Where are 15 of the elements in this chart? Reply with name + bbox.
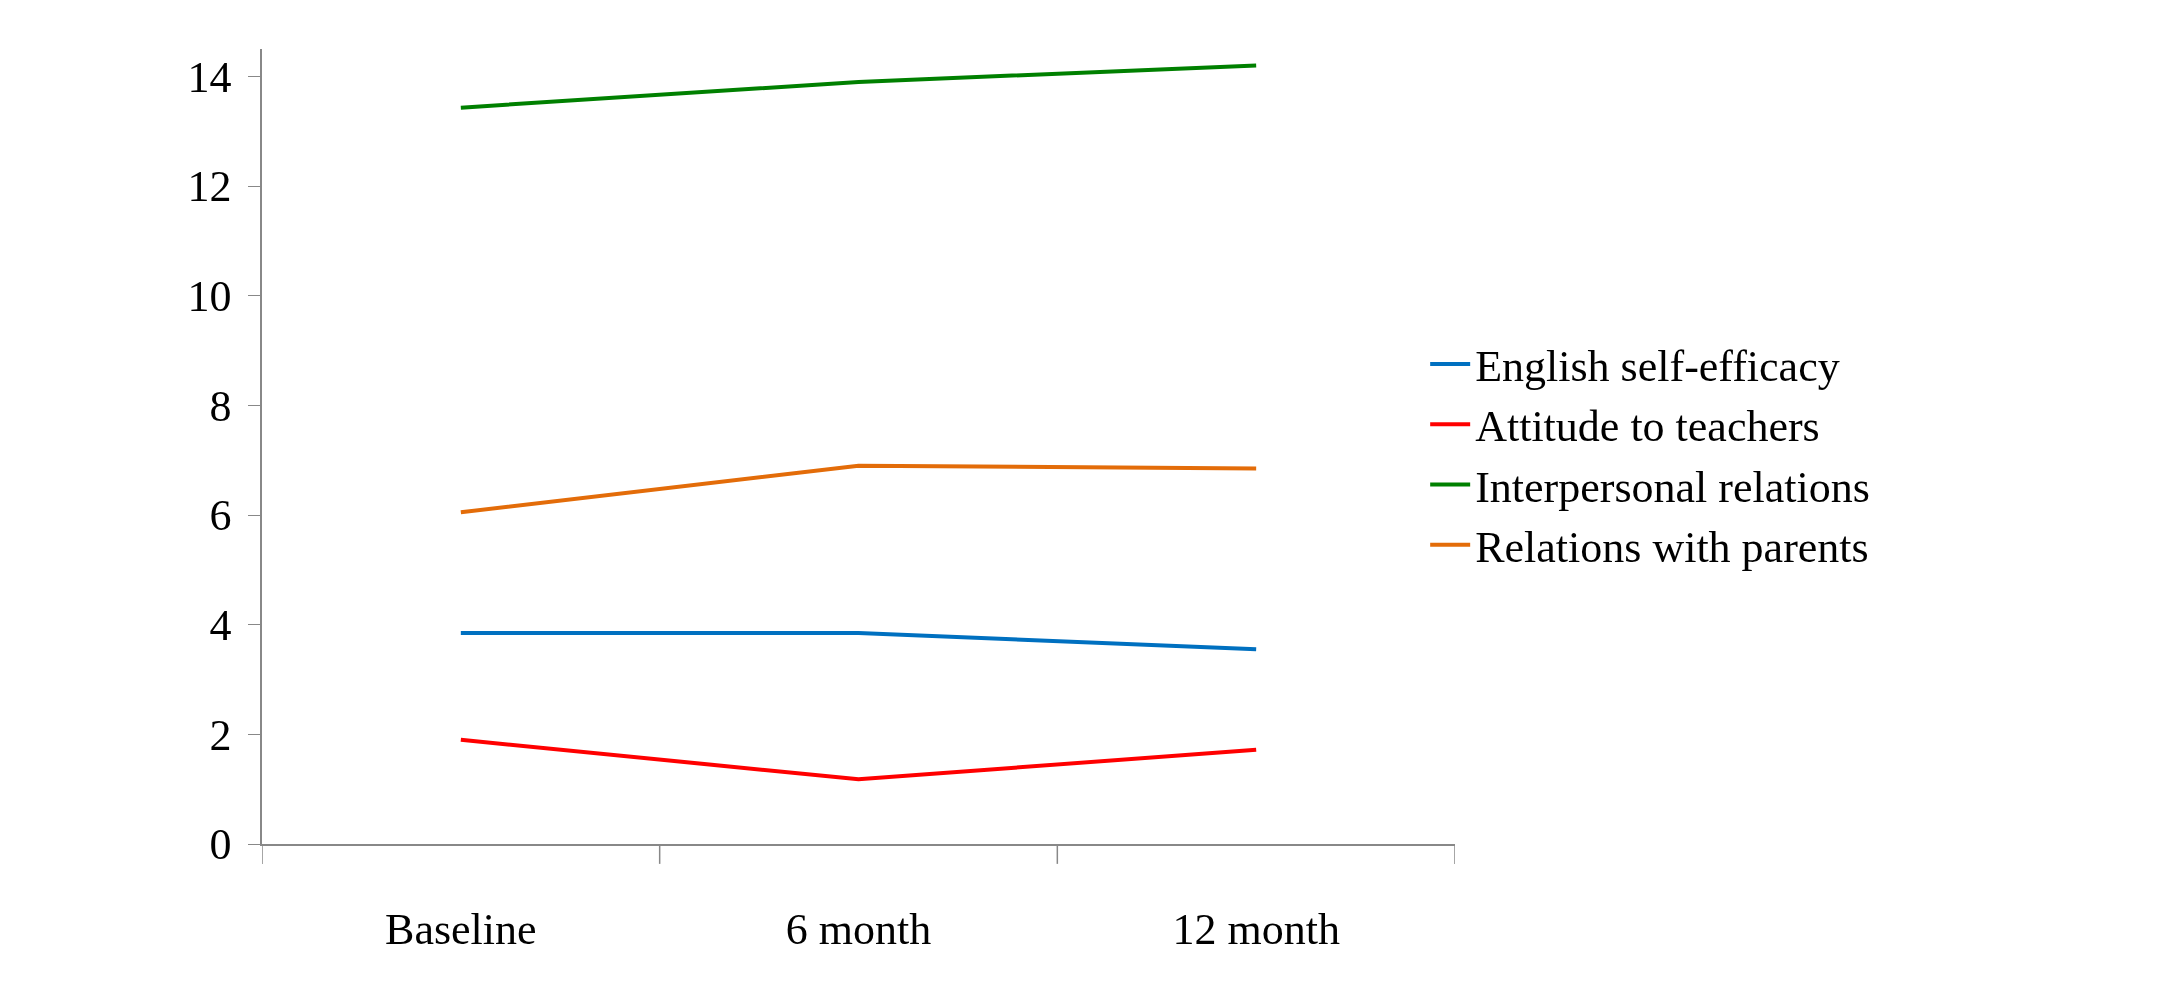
- legend-label: Attitude to teachers: [1475, 402, 1820, 452]
- x-tick-label: 6 month: [785, 904, 932, 954]
- legend-label: Relations with parents: [1475, 522, 1869, 572]
- x-tick-label: 12 month: [1172, 904, 1340, 954]
- legend-label: Interpersonal relations: [1475, 462, 1870, 512]
- y-tick-label: 6: [209, 491, 232, 541]
- x-tick-label: Baseline: [385, 904, 537, 954]
- y-tick-label: 4: [209, 601, 232, 651]
- y-tick-label: 0: [209, 820, 232, 870]
- legend-label: English self-efficacy: [1475, 342, 1840, 392]
- y-tick-label: 8: [209, 381, 232, 431]
- y-tick-label: 14: [187, 52, 232, 102]
- y-tick-label: 2: [209, 710, 232, 760]
- y-tick-label: 10: [187, 272, 232, 322]
- y-tick-label: 12: [187, 162, 232, 212]
